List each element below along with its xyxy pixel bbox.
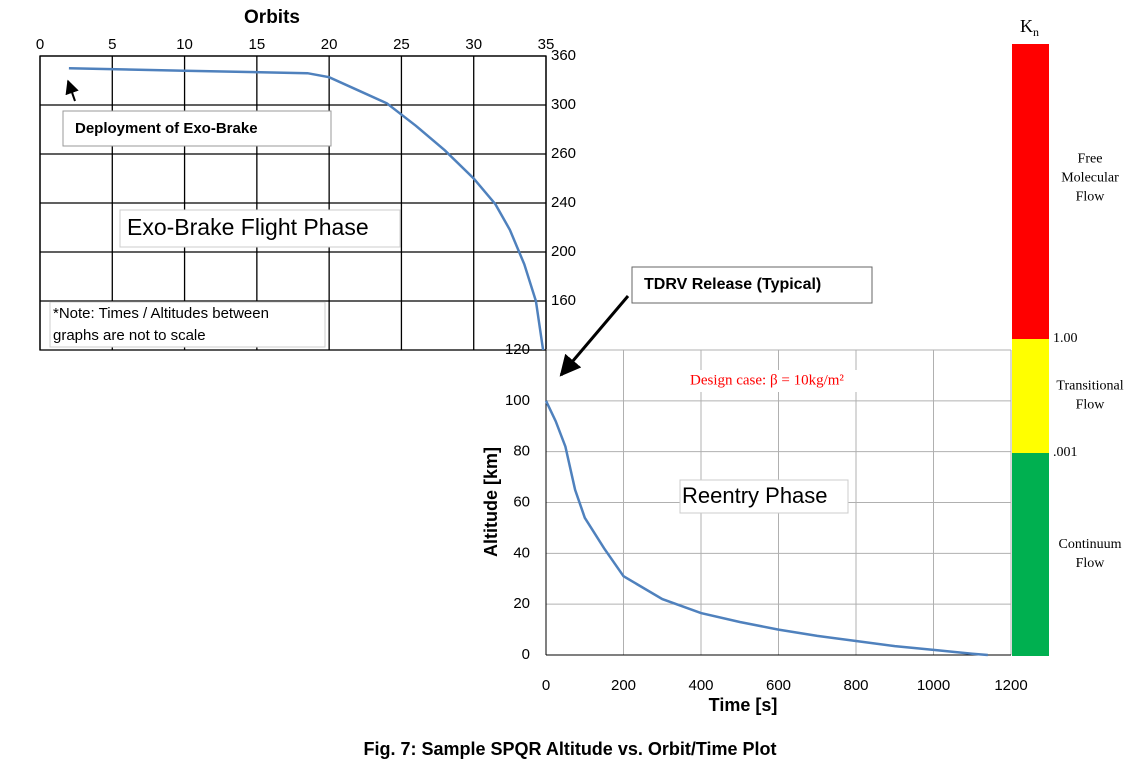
y-tick-label: 100 <box>505 392 530 409</box>
x-tick-label: 15 <box>249 36 266 53</box>
y-tick-label: 160 <box>551 292 576 309</box>
label-box <box>631 266 873 304</box>
annotations: Deployment of Exo-Brake Exo-Brake Flight… <box>49 79 880 514</box>
kn-band-label: Flow <box>1076 556 1106 571</box>
plot-frame <box>39 55 547 351</box>
kn-band <box>1012 453 1049 656</box>
label-box <box>49 301 326 348</box>
kn-boundary-label: .001 <box>1053 445 1078 460</box>
x-tick-label: 800 <box>843 677 868 694</box>
altitude-line <box>544 400 988 657</box>
flight-phase-label: Exo-Brake Flight Phase <box>127 214 369 240</box>
y-axis-title: Altitude [km] <box>481 447 501 557</box>
x-tick-label: 30 <box>465 36 482 53</box>
altitude-line <box>68 67 545 351</box>
kn-band <box>1012 339 1049 453</box>
x-tick-label: 200 <box>611 677 636 694</box>
kn-boundary-label: 1.00 <box>1053 331 1078 346</box>
y-tick-label: 20 <box>513 595 530 612</box>
x-tick-label: 600 <box>766 677 791 694</box>
kn-band-label: Continuum <box>1058 537 1121 552</box>
note-line: graphs are not to scale <box>53 327 206 344</box>
y-tick-label: 80 <box>513 443 530 460</box>
note-line: *Note: Times / Altitudes between <box>53 305 269 322</box>
x-tick-label: 1200 <box>994 677 1027 694</box>
arrow <box>65 79 79 102</box>
caption: Fig. 7: Sample SPQR Altitude vs. Orbit/T… <box>363 739 776 759</box>
x-tick-label: 25 <box>393 36 410 53</box>
label-box <box>688 370 880 392</box>
y-tick-label: 200 <box>551 243 576 260</box>
x-tick-label: 400 <box>688 677 713 694</box>
orbits-title: Orbits <box>244 7 300 28</box>
label-box <box>119 209 401 248</box>
design-case-label: Design case: β = 10kg/m² <box>690 372 844 388</box>
x-axis-title: Time [s] <box>709 695 778 715</box>
kn-band-label: Transitional <box>1056 379 1123 394</box>
kn-band-label: Flow <box>1076 190 1106 205</box>
y-tick-label: 40 <box>513 544 530 561</box>
x-tick-label: 20 <box>321 36 338 53</box>
release-label: TDRV Release (Typical) <box>644 276 821 293</box>
x-tick-label: 10 <box>176 36 193 53</box>
y-tick-label: 120 <box>505 341 530 358</box>
deployment-label: Deployment of Exo-Brake <box>75 120 258 137</box>
y-tick-label: 60 <box>513 493 530 510</box>
kn-band-label: Molecular <box>1061 171 1119 186</box>
label-box <box>62 110 332 147</box>
y-tick-label: 240 <box>551 194 576 211</box>
y-tick-label: 260 <box>551 145 576 162</box>
y-tick-label: 300 <box>551 96 576 113</box>
y-tick-label: 0 <box>522 646 530 663</box>
y-tick-label: 360 <box>551 47 576 64</box>
kn-title: Kn <box>1020 16 1039 39</box>
kn-band-label: Free <box>1078 152 1103 167</box>
x-tick-label: 5 <box>108 36 116 53</box>
reentry-label: Reentry Phase <box>682 483 828 508</box>
x-tick-label: 35 <box>538 36 555 53</box>
x-tick-label: 0 <box>542 677 550 694</box>
arrow <box>559 295 630 377</box>
label-box <box>679 479 849 514</box>
x-tick-label: 1000 <box>917 677 950 694</box>
kn-band-label: Flow <box>1076 398 1106 413</box>
kn-band <box>1012 44 1049 339</box>
x-tick-label: 0 <box>36 36 44 53</box>
kn-subscript: n <box>1033 25 1039 39</box>
